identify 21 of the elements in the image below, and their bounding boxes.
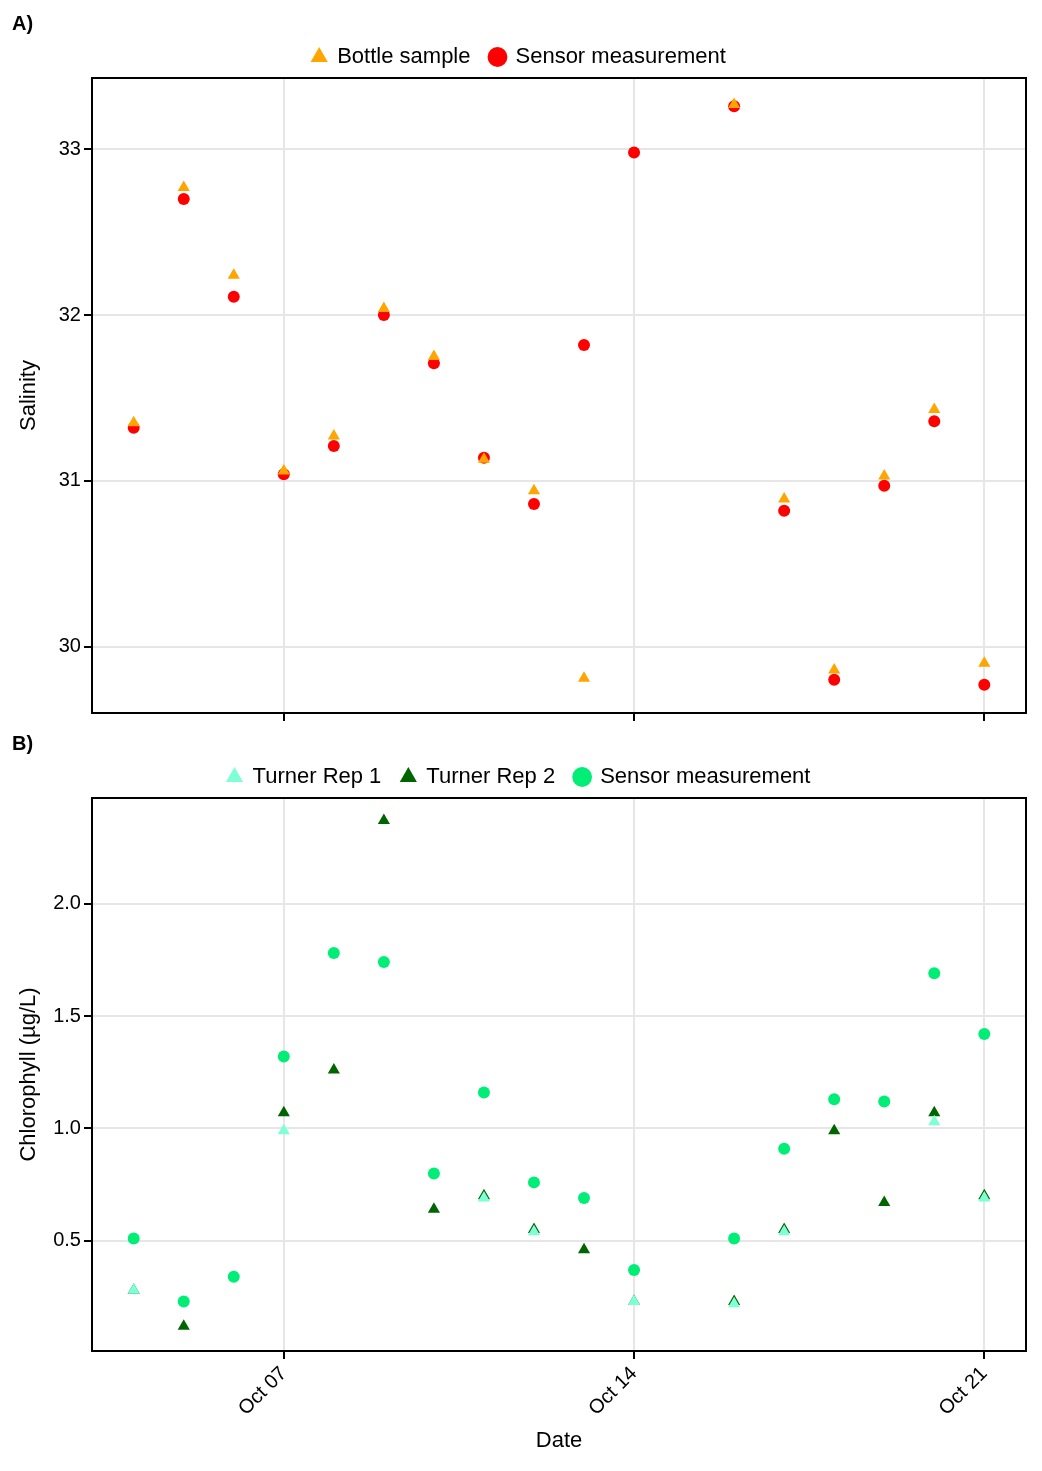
y-tick-label: 30 [58, 634, 81, 657]
y-axis-title: Chlorophyll (µg/L) [15, 987, 41, 1162]
chart-title: A) [12, 11, 34, 34]
y-tick-label: 2.0 [53, 891, 81, 914]
x-tick-label: Oct 07 [233, 1361, 291, 1419]
y-tick-label: 32 [58, 302, 81, 325]
legend-label: Sensor measurement [515, 43, 726, 69]
y-axis-title: Salinity [15, 360, 41, 431]
y-tick-label: 0.5 [53, 1228, 81, 1251]
y-tick-label: 33 [58, 136, 81, 159]
legend-label: Bottle sample [337, 43, 471, 69]
y-tick-label: 31 [58, 468, 81, 491]
legend-label: Sensor measurement [600, 763, 811, 789]
y-tick-label: 1.5 [53, 1003, 81, 1026]
x-axis-title: Date [535, 1426, 583, 1452]
y-tick-label: 1.0 [53, 1115, 81, 1138]
chart-title: B) [12, 731, 34, 754]
legend-label: Turner Rep 2 [426, 763, 556, 789]
x-tick-label: Oct 14 [583, 1361, 641, 1419]
legend-label: Turner Rep 1 [252, 763, 382, 789]
x-tick-label: Oct 21 [933, 1361, 992, 1419]
